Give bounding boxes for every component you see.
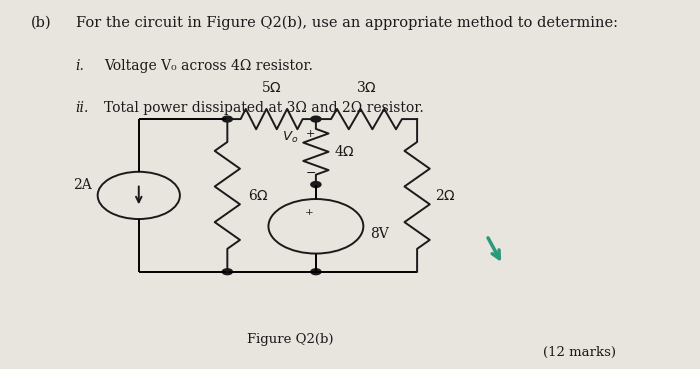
Circle shape [223, 269, 232, 275]
Circle shape [311, 269, 321, 275]
Text: For the circuit in Figure Q2(b), use an appropriate method to determine:: For the circuit in Figure Q2(b), use an … [76, 15, 617, 30]
Text: 2A: 2A [73, 177, 91, 192]
Text: Voltage V₀ across 4Ω resistor.: Voltage V₀ across 4Ω resistor. [104, 59, 313, 73]
Text: 3$\Omega$: 3$\Omega$ [356, 80, 377, 96]
Text: $V_o$: $V_o$ [282, 130, 298, 145]
Circle shape [311, 116, 321, 122]
Text: +: + [305, 208, 314, 217]
Text: 8V: 8V [370, 227, 389, 241]
Text: Figure Q2(b): Figure Q2(b) [247, 333, 334, 346]
Text: 5$\Omega$: 5$\Omega$ [261, 80, 282, 96]
Circle shape [223, 116, 232, 122]
Text: 4$\Omega$: 4$\Omega$ [334, 144, 355, 159]
Text: i.: i. [76, 59, 85, 73]
Text: 6$\Omega$: 6$\Omega$ [248, 188, 269, 203]
Circle shape [311, 182, 321, 187]
Text: 2$\Omega$: 2$\Omega$ [435, 188, 456, 203]
Text: Total power dissipated at 3Ω and 2Ω resistor.: Total power dissipated at 3Ω and 2Ω resi… [104, 101, 424, 115]
Text: ii.: ii. [76, 101, 89, 115]
Text: −: − [306, 167, 316, 180]
Text: (b): (b) [32, 15, 52, 30]
Text: +: + [306, 129, 316, 139]
Text: (12 marks): (12 marks) [543, 346, 617, 359]
